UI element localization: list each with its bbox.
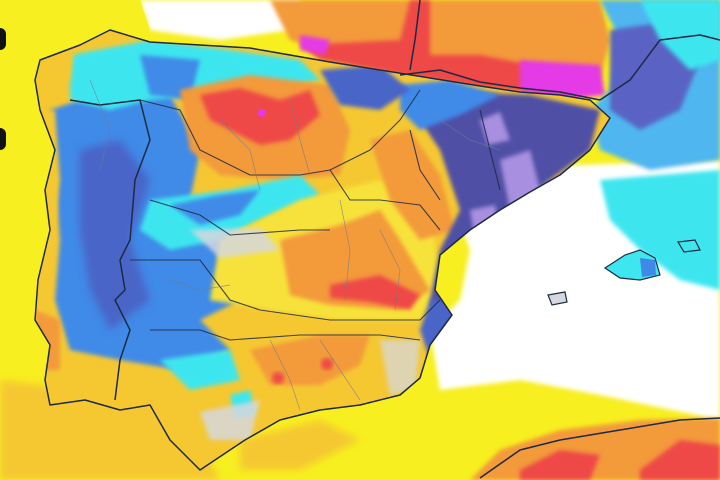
north-africa-red-2 [640,440,720,480]
biscay-magenta [300,35,330,55]
region-borders [130,89,501,341]
france-red [300,0,560,95]
balearic-islands [547,239,701,306]
north-africa-red-1 [520,450,600,480]
province-borders [89,79,501,411]
biscay-white [140,0,300,40]
alboran-gold [240,420,360,470]
left-edge-mark-2 [0,128,6,150]
balearic-sea-cyan [600,170,720,290]
country-borders [34,0,720,479]
left-edge-mark-1 [0,28,6,50]
alps-cyan [640,0,720,70]
atlantic-north [40,0,150,40]
